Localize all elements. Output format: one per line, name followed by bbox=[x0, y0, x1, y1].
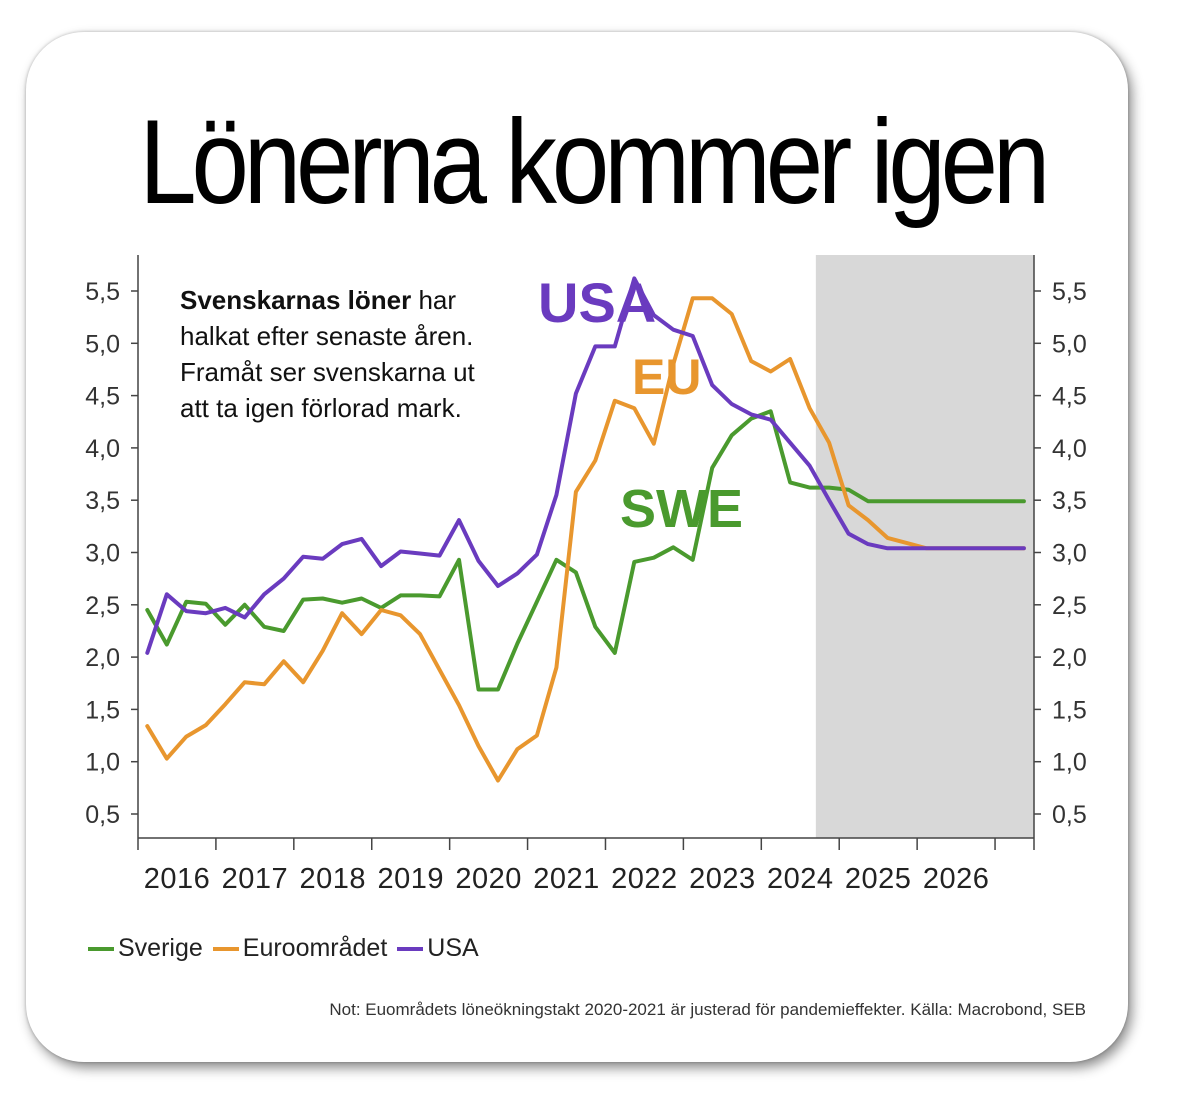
y-tick-label-right: 2,0 bbox=[1052, 644, 1087, 672]
x-tick-label: 2020 bbox=[455, 863, 522, 895]
series-line-euro bbox=[145, 296, 1026, 783]
y-tick-label-right: 5,5 bbox=[1052, 278, 1087, 306]
y-tick-label-left: 2,0 bbox=[85, 644, 120, 672]
y-tick-label-right: 0,5 bbox=[1052, 801, 1087, 829]
annotation-line2: halkat efter senaste åren. bbox=[180, 321, 474, 351]
y-tick-label-right: 2,5 bbox=[1052, 592, 1087, 620]
x-tick-label: 2023 bbox=[689, 863, 756, 895]
series-line-sverige bbox=[145, 409, 1026, 692]
y-tick-label-right: 3,0 bbox=[1052, 540, 1087, 568]
y-tick-label-right: 4,5 bbox=[1052, 383, 1087, 411]
x-tick-label: 2019 bbox=[377, 863, 444, 895]
legend-item-usa: USA bbox=[397, 934, 479, 963]
x-tick-label: 2025 bbox=[845, 863, 912, 895]
chart-title: Lönerna kommer igen bbox=[139, 95, 1050, 229]
x-tick-label: 2021 bbox=[533, 863, 600, 895]
label-swe: SWE bbox=[620, 479, 743, 539]
annotation-rest: har bbox=[411, 285, 457, 315]
label-eu: EU bbox=[632, 349, 701, 405]
x-tick-label: 2017 bbox=[222, 863, 289, 895]
annotation-bold: Svenskarnas löner bbox=[180, 285, 412, 315]
source-note: Not: Euområdets löneökningstakt 2020-202… bbox=[329, 1000, 1086, 1019]
y-tick-label-left: 3,5 bbox=[85, 487, 120, 515]
legend-item-sverige: Sverige bbox=[88, 934, 203, 963]
y-tick-label-left: 1,5 bbox=[85, 696, 120, 724]
y-tick-label-left: 0,5 bbox=[85, 801, 120, 829]
y-tick-label-right: 4,0 bbox=[1052, 435, 1087, 463]
y-tick-label-left: 4,0 bbox=[85, 435, 120, 463]
legend-item-euro: Euroområdet bbox=[212, 934, 388, 963]
x-tick-label: 2022 bbox=[611, 863, 678, 895]
legend-label-euro: Euroområdet bbox=[242, 934, 388, 962]
x-tick-label: 2024 bbox=[767, 863, 834, 895]
annotation-line4: att ta igen förlorad mark. bbox=[180, 393, 462, 423]
legend-label-sverige: Sverige bbox=[118, 934, 203, 962]
legend-swatch-sverige bbox=[88, 946, 114, 951]
x-tick-label: 2026 bbox=[923, 863, 990, 895]
legend-label-usa: USA bbox=[427, 934, 479, 962]
annotation-text: Svenskarnas löner har halkat efter senas… bbox=[180, 282, 540, 426]
label-usa: USA bbox=[538, 271, 656, 334]
y-tick-label-right: 1,0 bbox=[1052, 749, 1087, 777]
legend-swatch-usa bbox=[397, 946, 424, 951]
y-tick-label-left: 5,5 bbox=[85, 278, 120, 306]
x-tick-label: 2016 bbox=[144, 863, 211, 895]
x-tick-label: 2018 bbox=[300, 863, 367, 895]
y-tick-label-left: 1,0 bbox=[85, 749, 120, 777]
y-tick-label-left: 3,0 bbox=[85, 540, 120, 568]
y-tick-label-right: 5,0 bbox=[1052, 330, 1087, 358]
legend: Sverige Euroområdet USA bbox=[88, 934, 489, 963]
y-tick-label-left: 2,5 bbox=[85, 592, 120, 620]
y-tick-label-right: 1,5 bbox=[1052, 696, 1087, 724]
y-tick-label-right: 3,5 bbox=[1052, 487, 1087, 515]
y-tick-label-left: 5,0 bbox=[85, 330, 120, 358]
legend-swatch-euro bbox=[212, 946, 239, 951]
y-tick-label-left: 4,5 bbox=[85, 383, 120, 411]
series-line-usa bbox=[145, 276, 1026, 655]
annotation-line3: Framåt ser svenskarna ut bbox=[180, 357, 475, 387]
